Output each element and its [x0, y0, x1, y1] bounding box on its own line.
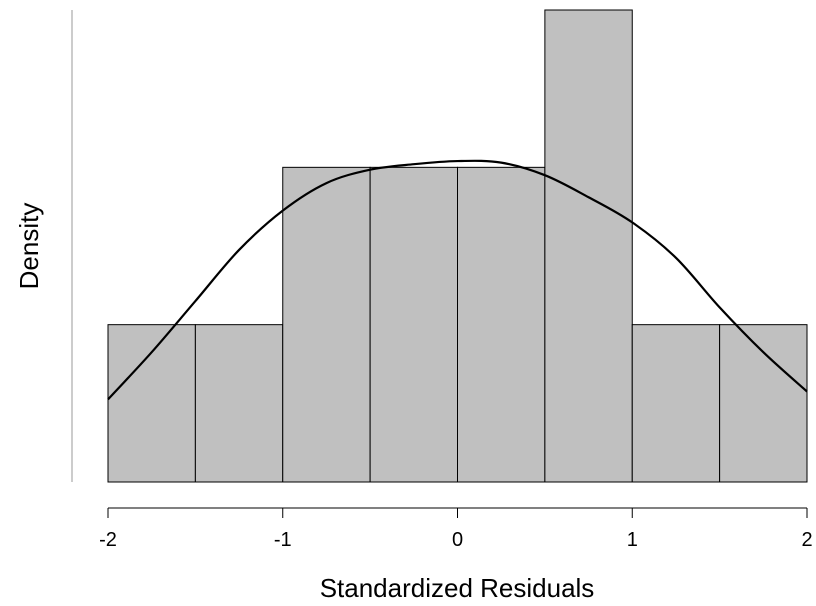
histogram-bar-7: [719, 324, 808, 483]
x-tick-label-3: 1: [627, 529, 638, 551]
histogram-bar-6: [631, 324, 721, 483]
histogram-bar-4: [457, 166, 546, 483]
x-axis-title: Standardized Residuals: [320, 573, 595, 603]
x-tick-label-2: 0: [452, 529, 463, 551]
histogram-bar-5: [544, 9, 633, 483]
x-tick-label-4: 2: [801, 529, 812, 551]
histogram-bar-3: [369, 166, 458, 483]
histogram-bar-2: [282, 166, 371, 483]
x-tick-label-1: -1: [274, 529, 292, 551]
y-axis-title: Density: [14, 203, 44, 290]
density-curve: [107, 159, 808, 401]
histogram-bars: [107, 9, 808, 483]
histogram-bar-0: [107, 324, 196, 483]
x-axis-ticks: -2 -1 0 1 2: [99, 508, 813, 551]
histogram-bar-1: [194, 324, 284, 483]
x-tick-label-0: -2: [99, 529, 117, 551]
